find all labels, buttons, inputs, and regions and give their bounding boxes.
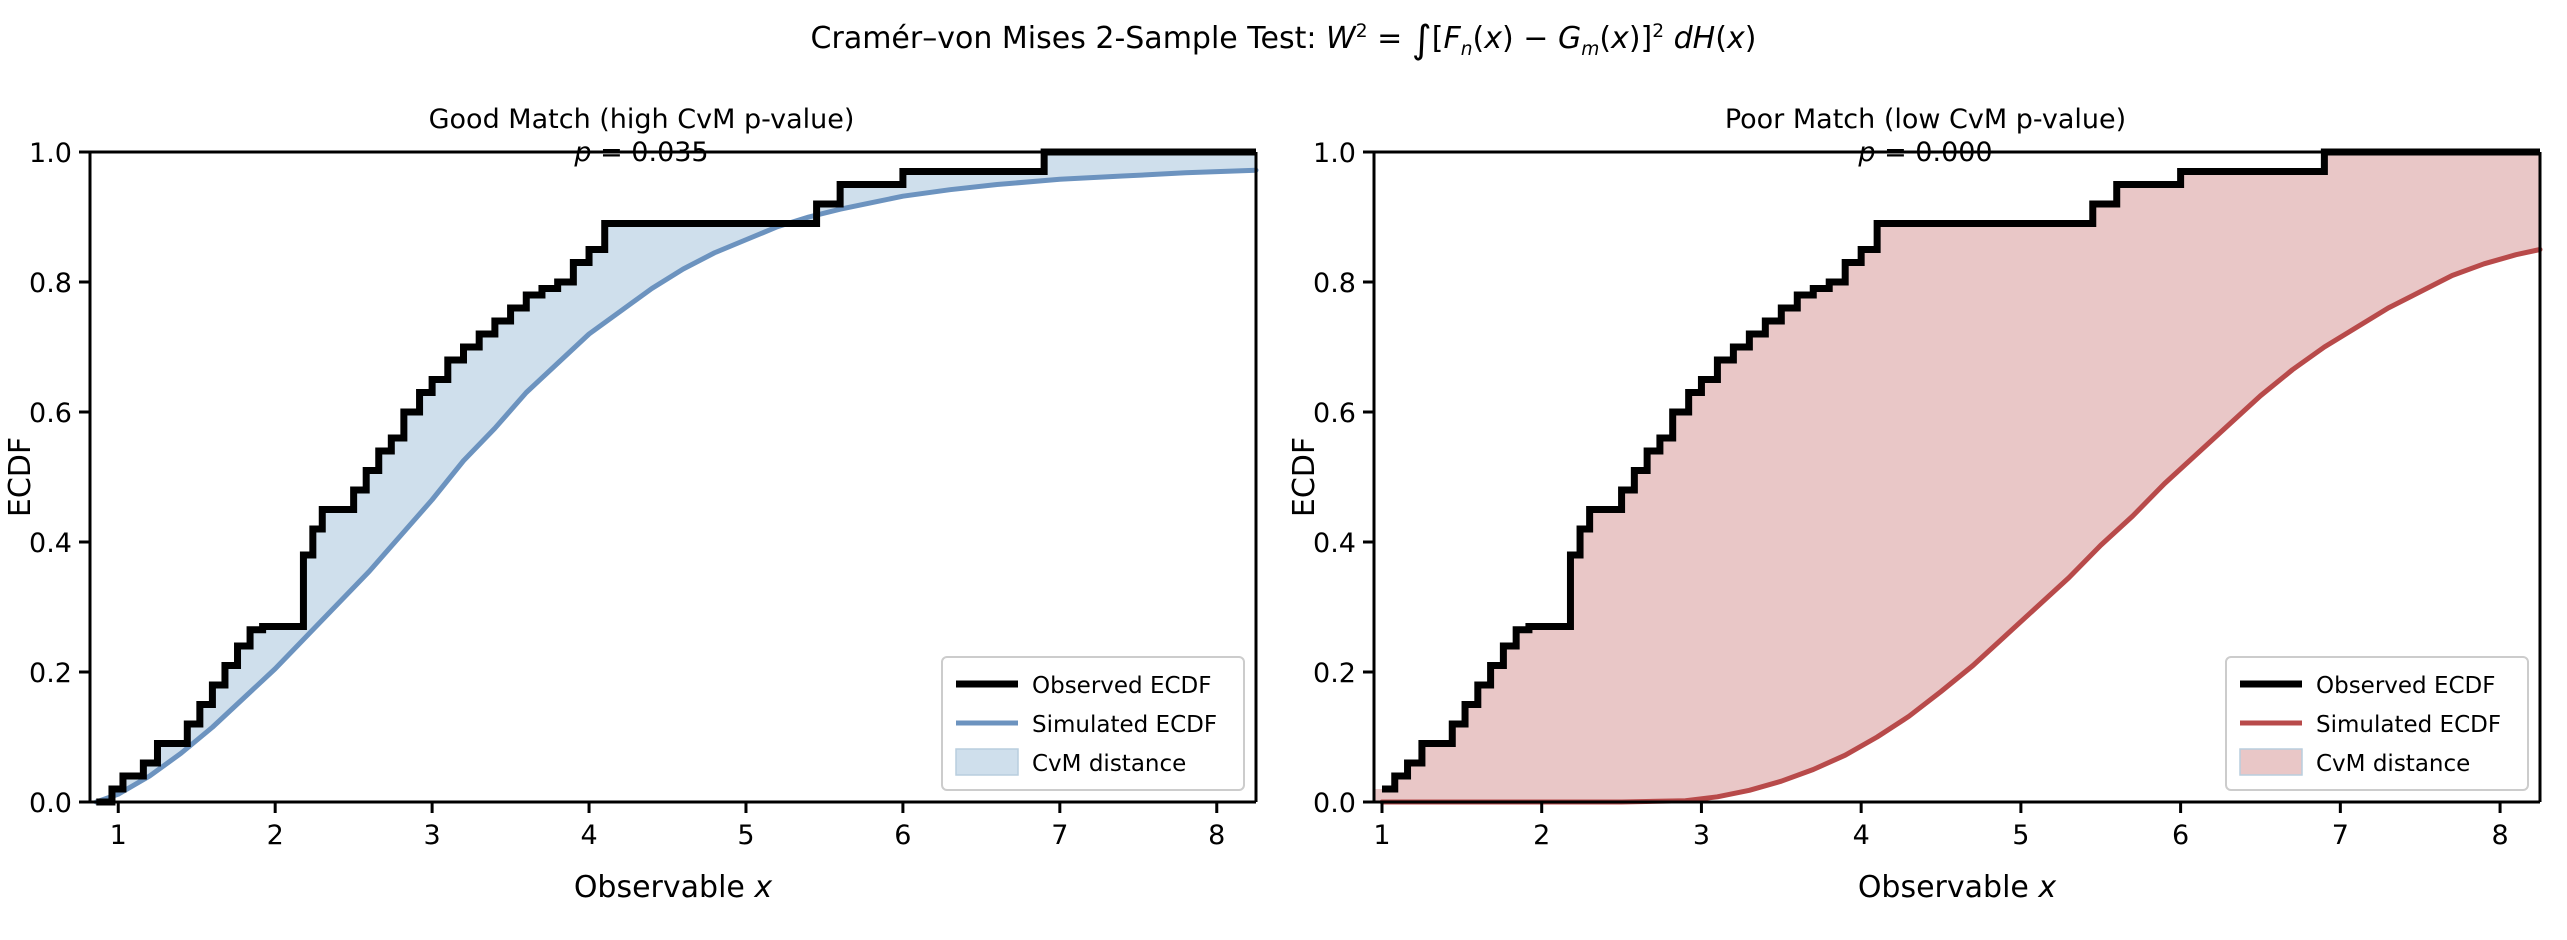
y-tick-label: 0.6	[29, 398, 72, 429]
y-tick-label: 0.8	[1313, 268, 1356, 299]
y-tick-label: 0.2	[29, 658, 72, 689]
legend-item-label: Simulated ECDF	[1032, 712, 1217, 738]
simulated-ecdf-line	[1379, 247, 2543, 805]
suptitle-text: Cramér–von Mises 2-Sample Test:	[810, 21, 1327, 56]
x-tick-label: 4	[1853, 820, 1870, 851]
panel-poor-match: Poor Match (low CvM p-value) p = 0.000 1…	[1284, 0, 2567, 940]
legend-item[interactable]: CvM distance	[2239, 748, 2470, 777]
chart-right: 1 2 3 4 5 6 7 8 0.0 0.2 0.4 0.6 0.8 1.0 Observable x EC…	[1287, 138, 2543, 905]
x-tick-label: 1	[1373, 820, 1390, 851]
x-tick-label: 7	[2332, 820, 2349, 851]
y-tick-label: 1.0	[29, 138, 72, 169]
legend-item-label: CvM distance	[2316, 751, 2470, 777]
x-axis-label-variable: x	[2037, 870, 2056, 905]
x-axis-label: Observable x	[1858, 870, 2057, 905]
x-tick-label: 4	[580, 820, 597, 851]
legend-item[interactable]: Observed ECDF	[956, 673, 1212, 699]
legend-swatch-patch	[2239, 748, 2303, 776]
y-tick-label: 0.6	[1313, 398, 1356, 429]
cvm-distance-fill	[1374, 152, 2540, 802]
figure-suptitle: Cramér–von Mises 2-Sample Test: W2 = ∫[F…	[0, 14, 2567, 68]
y-tick-label: 0.2	[1313, 658, 1356, 689]
y-tick-label: 0.0	[29, 788, 72, 819]
x-tick-label: 5	[2012, 820, 2029, 851]
chart-left: 1 2 3 4 5 6 7 8 0.0 0.2 0.4 0.6 0.8 1.0 Observable x EC…	[3, 138, 1259, 905]
y-tick-label: 1.0	[1313, 138, 1356, 169]
x-tick-label: 5	[737, 820, 754, 851]
legend-item-label: Observed ECDF	[2316, 673, 2496, 699]
x-axis-label: Observable x	[574, 870, 773, 905]
x-tick-label: 3	[424, 820, 441, 851]
x-tick-label: 2	[267, 820, 284, 851]
legend-item[interactable]: Simulated ECDF	[2240, 712, 2501, 738]
x-tick-label: 7	[1051, 820, 1068, 851]
y-tick-label: 0.4	[1313, 528, 1356, 559]
legend-swatch-patch	[955, 748, 1019, 776]
legend-item[interactable]: Simulated ECDF	[956, 712, 1217, 738]
x-tick-label: 6	[2172, 820, 2189, 851]
legend-left: Observed ECDF Simulated ECDF CvM distance	[941, 656, 1245, 791]
observed-ecdf-line	[1381, 148, 2540, 793]
legend-item-label: CvM distance	[1032, 751, 1186, 777]
x-tick-label: 6	[894, 820, 911, 851]
x-tick-label: 8	[1208, 820, 1225, 851]
plot-area-left	[90, 148, 1259, 806]
legend-right: Observed ECDF Simulated ECDF CvM distance	[2225, 656, 2529, 791]
panel-left-title-line1: Good Match (high CvM p-value)	[428, 104, 855, 135]
legend-item-label: Observed ECDF	[1032, 673, 1212, 699]
x-tick-label: 2	[1533, 820, 1550, 851]
y-tick-label: 0.0	[1313, 788, 1356, 819]
suptitle-formula: W2 = ∫[Fn(x) − Gm(x)]2 dH(x)	[1326, 17, 1757, 63]
x-tick-label: 8	[2491, 820, 2508, 851]
x-tick-label: 3	[1693, 820, 1710, 851]
panel-left-title: Good Match (high CvM p-value) p = 0.035	[0, 103, 1283, 169]
legend-item[interactable]: Observed ECDF	[2240, 673, 2496, 699]
y-axis-label: ECDF	[3, 437, 38, 517]
y-axis-label: ECDF	[1287, 437, 1322, 517]
simulated-ecdf-line	[93, 167, 1259, 805]
legend-item[interactable]: CvM distance	[955, 748, 1186, 777]
x-tick-label: 1	[110, 820, 127, 851]
y-tick-label: 0.4	[29, 528, 72, 559]
panel-good-match: Good Match (high CvM p-value) p = 0.035 …	[0, 0, 1283, 940]
legend-item-label: Simulated ECDF	[2316, 712, 2501, 738]
observed-ecdf-line	[96, 148, 1256, 806]
x-axis-label-variable: x	[753, 870, 772, 905]
plot-area-right	[1374, 148, 2543, 805]
panel-right-title-line1: Poor Match (low CvM p-value)	[1724, 104, 2127, 135]
y-tick-label: 0.8	[29, 268, 72, 299]
